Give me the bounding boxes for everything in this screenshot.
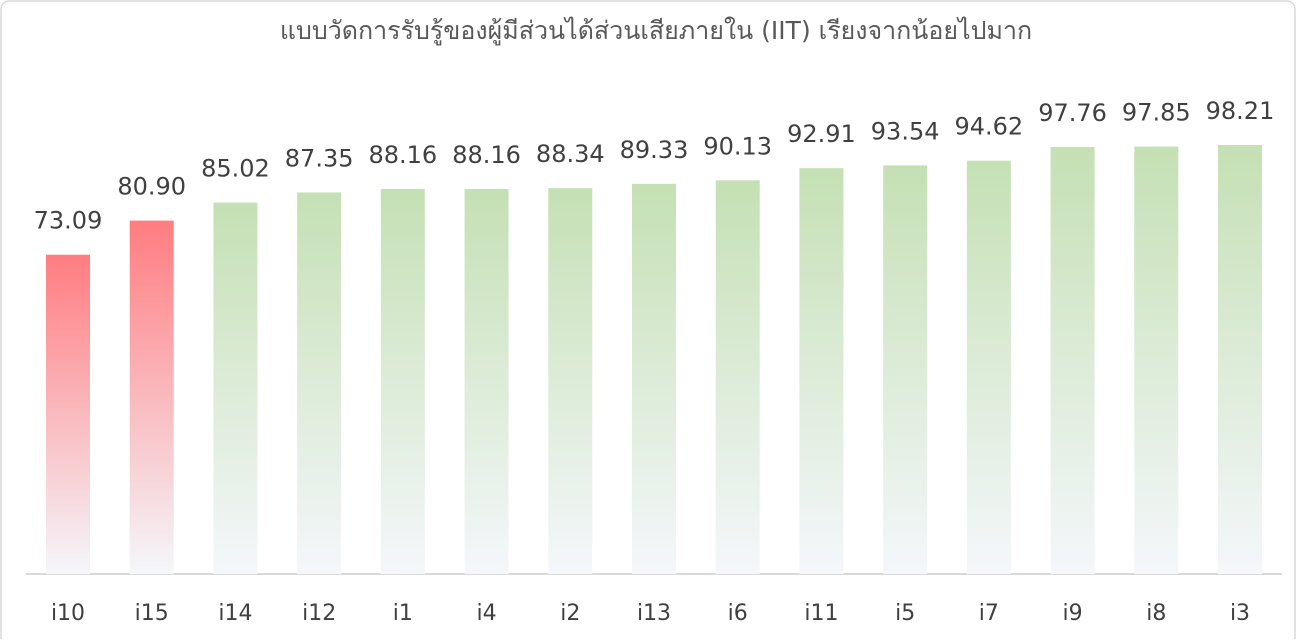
bar	[129, 220, 174, 574]
bar	[799, 168, 844, 574]
value-label: 97.85	[1122, 99, 1191, 127]
bar	[632, 183, 676, 574]
value-label: 88.16	[452, 141, 521, 169]
bar	[966, 160, 1011, 574]
chart-title: แบบวัดการรับรู้ของผู้มีส่วนได้ส่วนเสียภา…	[280, 16, 1032, 46]
value-label: 80.90	[117, 173, 186, 201]
bar	[46, 254, 90, 574]
x-tick-label: i12	[302, 601, 336, 626]
value-label: 88.34	[536, 140, 605, 168]
bar	[297, 192, 342, 575]
value-label: 89.33	[620, 136, 689, 164]
bar	[548, 188, 593, 574]
x-tick-label: i13	[637, 601, 671, 626]
x-tick-label: i9	[1063, 601, 1083, 626]
value-label: 94.62	[954, 113, 1023, 141]
value-label: 93.54	[871, 117, 940, 145]
bar	[213, 202, 258, 574]
bar	[883, 165, 928, 574]
value-label: 87.35	[285, 144, 354, 172]
value-label: 97.76	[1038, 99, 1107, 127]
x-tick-label: i11	[804, 601, 838, 626]
value-label: 90.13	[703, 132, 772, 160]
value-label: 88.16	[368, 141, 437, 169]
value-label: 92.91	[787, 120, 856, 148]
x-tick-label: i2	[560, 601, 580, 626]
bar	[715, 180, 760, 574]
bar	[1050, 146, 1095, 574]
x-tick-label: i8	[1146, 601, 1166, 626]
value-label: 98.21	[1206, 97, 1275, 125]
bar	[464, 188, 509, 574]
x-tick-label: i3	[1230, 601, 1250, 626]
bar	[1218, 145, 1262, 574]
x-tick-label: i7	[979, 601, 999, 626]
x-tick-label: i15	[135, 601, 169, 626]
x-tick-label: i6	[728, 601, 748, 626]
value-label: 85.02	[201, 155, 270, 183]
bar	[380, 188, 425, 574]
x-tick-label: i14	[218, 601, 252, 626]
bar	[1134, 146, 1179, 574]
value-label: 73.09	[34, 207, 103, 235]
x-tick-label: i5	[895, 601, 915, 626]
x-tick-label: i10	[51, 601, 85, 626]
x-tick-label: i4	[477, 601, 497, 626]
x-tick-label: i1	[393, 601, 413, 626]
